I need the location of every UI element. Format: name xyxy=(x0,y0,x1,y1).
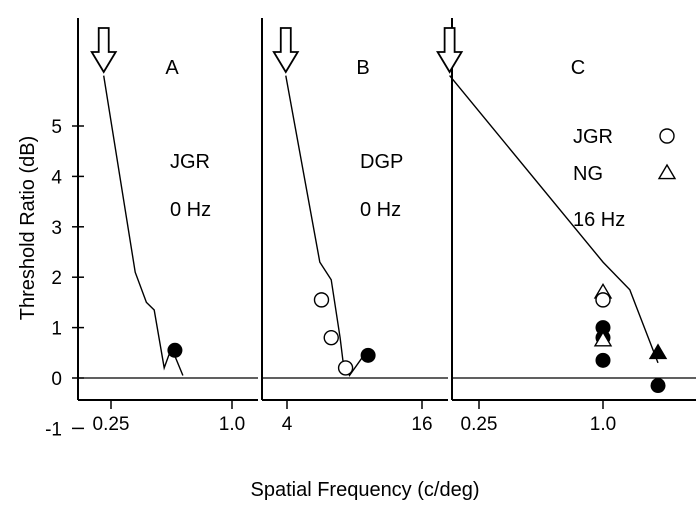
y-tick-label: -1 xyxy=(45,419,62,440)
panel-b-annotation: DGP xyxy=(360,151,403,173)
panel-b-x-tick-label: 4 xyxy=(282,414,293,435)
y-tick-label: 1 xyxy=(51,319,62,340)
panel-b-x-tick-label: 16 xyxy=(411,414,432,435)
panel-c-data-point xyxy=(593,330,613,347)
axes-layer: -1 0 1 2 3 4 5 0.25 1.0 4 16 0.25 1.0 xyxy=(45,18,696,440)
panel-c-data-point xyxy=(648,343,668,360)
y-tick-label: 5 xyxy=(51,117,62,138)
panel-c-data-point xyxy=(650,378,666,394)
panel-c-x-tick-label: 0.25 xyxy=(461,414,498,435)
panel-c-x-tick-label: 1.0 xyxy=(590,414,616,435)
panel-a-data-point xyxy=(167,342,183,358)
marks-layer: A JGR 0 Hz B DGP 0 Hz C 16 Hz JGR NG xyxy=(90,27,677,394)
panel-c-data-point xyxy=(595,352,611,368)
y-tick-label: 0 xyxy=(51,369,62,390)
panel-c-curve xyxy=(449,75,659,364)
panel-b-curve xyxy=(285,75,365,377)
panel-a-annotation: 0 Hz xyxy=(170,199,211,221)
panel-b-data-point xyxy=(360,347,376,363)
panel-c-label: C xyxy=(571,57,585,79)
y-tick-label: 2 xyxy=(51,268,62,289)
y-tick-label: 3 xyxy=(51,218,62,239)
panel-b-data-point xyxy=(323,329,339,346)
panel-a-annotation: JGR xyxy=(170,151,210,173)
legend-label-jgr: JGR xyxy=(573,126,613,148)
legend-marker-jgr xyxy=(659,128,675,144)
panel-a-x-tick-label: 1.0 xyxy=(219,414,245,435)
panel-c-data-point xyxy=(595,292,611,308)
panel-b-data-point xyxy=(313,292,330,308)
panel-a-x-tick-label: 0.25 xyxy=(93,414,130,435)
panel-c-arrow xyxy=(436,27,464,74)
y-tick-label: 4 xyxy=(51,167,62,188)
panel-a-arrow xyxy=(90,27,118,74)
panel-b-annotation: 0 Hz xyxy=(360,199,401,221)
panel-b-arrow xyxy=(272,27,300,74)
panel-a-curve xyxy=(103,75,184,376)
y-axis-label: Threshold Ratio (dB) xyxy=(17,136,39,321)
panel-a-label: A xyxy=(165,57,179,79)
panel-c-annotation: 16 Hz xyxy=(573,209,625,231)
x-axis-label: Spatial Frequency (c/deg) xyxy=(250,479,479,501)
legend-marker-ng xyxy=(657,163,677,180)
legend-label-ng: NG xyxy=(573,163,603,185)
panel-b-data-point xyxy=(337,360,354,376)
panel-b-label: B xyxy=(356,57,369,79)
